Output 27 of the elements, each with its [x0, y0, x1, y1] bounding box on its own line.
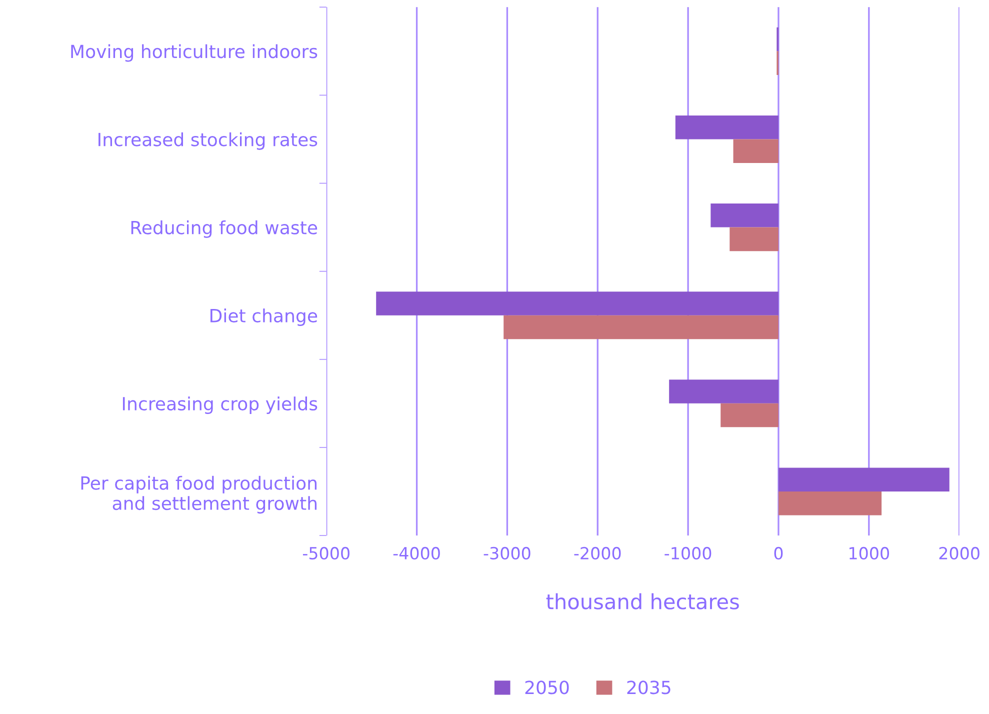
x-tick-label: -4000: [393, 546, 440, 560]
y-tick-label: Per capita food production and settlement growth: [81, 476, 317, 514]
x-tick-label: -1000: [664, 546, 712, 560]
x-tick-label: 2000: [939, 546, 980, 560]
y-tick-label: Moving horticulture indoors: [71, 44, 318, 62]
x-tick-label: 0: [774, 546, 783, 560]
x-axis-title: thousand hectares: [546, 593, 739, 610]
y-tick-label: Increased stocking rates: [98, 132, 318, 150]
bar: [730, 227, 778, 252]
legend-label: 2050: [525, 680, 569, 694]
x-tick-label: -2000: [574, 546, 621, 560]
bar: [720, 403, 778, 428]
x-tick-label: 1000: [850, 546, 890, 560]
x-tick-label: -3000: [484, 546, 530, 560]
bar: [669, 380, 778, 404]
x-tick-label: -5000: [302, 546, 350, 560]
legend-label: 2035: [627, 680, 670, 694]
bar: [675, 115, 778, 140]
y-tick-label: Diet change: [210, 308, 318, 326]
bar: [376, 292, 778, 316]
bar: [733, 139, 778, 164]
y-tick-label: Increasing crop yields: [122, 396, 318, 414]
bar: [778, 491, 882, 516]
bar: [778, 468, 950, 492]
bar: [504, 315, 778, 340]
bar: [710, 204, 778, 228]
y-tick-label: Reducing food waste: [131, 220, 318, 238]
